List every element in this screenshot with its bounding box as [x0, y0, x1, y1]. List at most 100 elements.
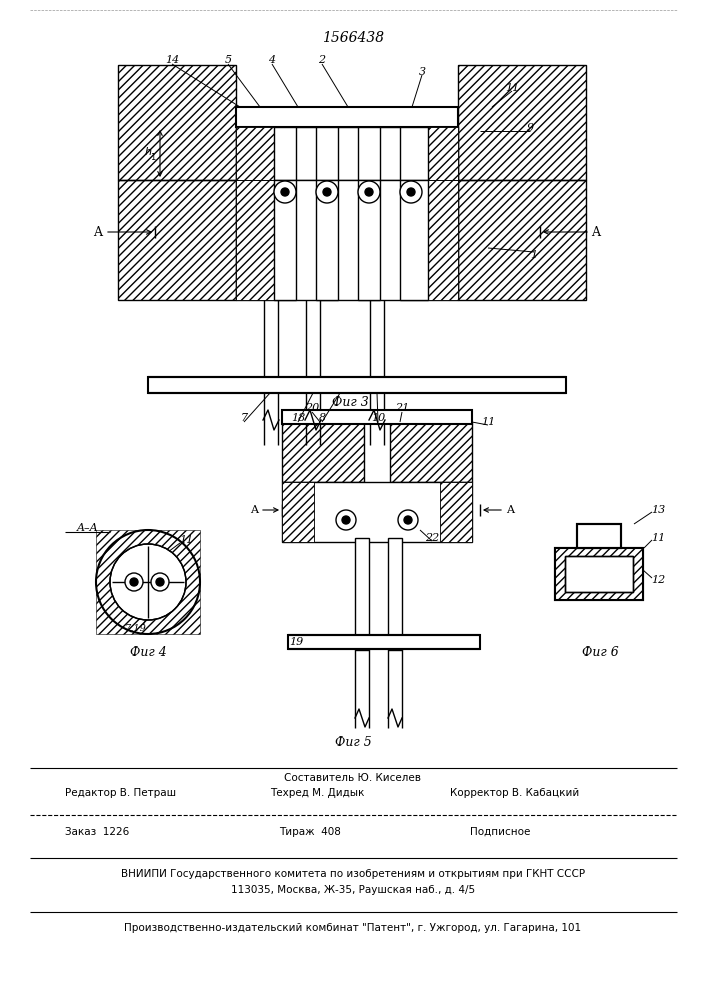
- Text: Тираж  408: Тираж 408: [279, 827, 341, 837]
- Text: A: A: [506, 505, 514, 515]
- Text: Производственно-издательский комбинат "Патент", г. Ужгород, ул. Гагарина, 101: Производственно-издательский комбинат "П…: [124, 923, 582, 933]
- Bar: [236, 107, 458, 127]
- Bar: [288, 635, 480, 649]
- Text: Фиг 3: Фиг 3: [332, 395, 368, 408]
- Circle shape: [316, 181, 338, 203]
- Text: 10: 10: [371, 413, 385, 423]
- Bar: [236, 180, 458, 300]
- Bar: [555, 548, 643, 600]
- Bar: [118, 180, 236, 300]
- Bar: [428, 127, 458, 180]
- Text: Техред М. Дидык: Техред М. Дидык: [270, 788, 364, 798]
- Text: A: A: [592, 226, 600, 238]
- Text: 5: 5: [224, 55, 232, 65]
- Text: 1: 1: [151, 152, 156, 161]
- Bar: [390, 422, 472, 482]
- Circle shape: [130, 578, 138, 586]
- Bar: [282, 482, 314, 542]
- Circle shape: [400, 181, 422, 203]
- Text: A–A: A–A: [77, 523, 99, 533]
- Bar: [428, 127, 458, 180]
- Text: 22: 22: [425, 533, 439, 543]
- Text: A: A: [250, 505, 258, 515]
- Bar: [388, 538, 402, 650]
- Text: Составитель Ю. Киселев: Составитель Ю. Киселев: [284, 773, 421, 783]
- Circle shape: [125, 573, 143, 591]
- Bar: [555, 548, 643, 600]
- Bar: [458, 65, 586, 180]
- Bar: [236, 127, 458, 180]
- Circle shape: [404, 516, 412, 524]
- Circle shape: [342, 516, 350, 524]
- Text: 113035, Москва, Ж-35, Раушская наб., д. 4/5: 113035, Москва, Ж-35, Раушская наб., д. …: [231, 885, 475, 895]
- Bar: [236, 127, 274, 180]
- Bar: [440, 482, 472, 542]
- Text: 4: 4: [269, 55, 276, 65]
- Text: h: h: [144, 147, 151, 157]
- Circle shape: [281, 188, 289, 196]
- Text: Фиг 6: Фиг 6: [582, 646, 619, 658]
- Text: A: A: [93, 226, 103, 238]
- Text: 20: 20: [305, 403, 319, 413]
- Text: Фиг 5: Фиг 5: [334, 736, 371, 748]
- Bar: [458, 65, 586, 180]
- Bar: [565, 556, 633, 592]
- Text: 11: 11: [179, 535, 193, 545]
- Bar: [316, 180, 338, 300]
- Bar: [96, 530, 200, 634]
- Text: 13: 13: [651, 505, 665, 515]
- Circle shape: [398, 510, 418, 530]
- Text: 2: 2: [318, 55, 325, 65]
- Text: 11: 11: [651, 533, 665, 543]
- Circle shape: [323, 188, 331, 196]
- Text: Заказ  1226: Заказ 1226: [65, 827, 129, 837]
- Bar: [118, 65, 236, 180]
- Text: 3: 3: [419, 67, 426, 77]
- Bar: [458, 180, 586, 300]
- Text: 11: 11: [481, 417, 495, 427]
- Bar: [428, 180, 458, 300]
- Text: 14: 14: [165, 55, 179, 65]
- Bar: [282, 422, 364, 482]
- Bar: [390, 422, 472, 482]
- Bar: [577, 524, 621, 548]
- Bar: [358, 180, 380, 300]
- Text: ВНИИПИ Государственного комитета по изобретениям и открытиям при ГКНТ СССР: ВНИИПИ Государственного комитета по изоб…: [121, 869, 585, 879]
- Text: 11: 11: [505, 83, 519, 93]
- Bar: [440, 482, 472, 542]
- Bar: [400, 180, 428, 300]
- Bar: [274, 127, 296, 180]
- Text: Подписное: Подписное: [470, 827, 530, 837]
- Bar: [316, 127, 338, 180]
- Bar: [358, 127, 380, 180]
- Circle shape: [274, 181, 296, 203]
- Text: 8: 8: [318, 413, 325, 423]
- Circle shape: [110, 544, 186, 620]
- Text: 21: 21: [395, 403, 409, 413]
- Text: Редактор В. Петраш: Редактор В. Петраш: [65, 788, 176, 798]
- Text: 19: 19: [289, 637, 303, 647]
- Bar: [355, 538, 369, 650]
- Text: 1: 1: [530, 250, 537, 260]
- Circle shape: [336, 510, 356, 530]
- Circle shape: [358, 181, 380, 203]
- Text: 12: 12: [651, 575, 665, 585]
- Bar: [148, 377, 566, 393]
- Text: Корректор В. Кабацкий: Корректор В. Кабацкий: [450, 788, 579, 798]
- Circle shape: [407, 188, 415, 196]
- Bar: [236, 180, 274, 300]
- Bar: [118, 65, 236, 180]
- Text: 18: 18: [291, 413, 305, 423]
- Circle shape: [365, 188, 373, 196]
- Bar: [282, 422, 364, 482]
- Circle shape: [156, 578, 164, 586]
- Text: 1566438: 1566438: [322, 31, 384, 45]
- Bar: [428, 180, 458, 300]
- Text: 7: 7: [240, 413, 247, 423]
- Bar: [565, 556, 633, 592]
- Bar: [458, 180, 586, 300]
- Bar: [282, 482, 314, 542]
- Bar: [555, 548, 643, 600]
- Bar: [282, 482, 472, 542]
- Text: 7,19: 7,19: [125, 624, 147, 633]
